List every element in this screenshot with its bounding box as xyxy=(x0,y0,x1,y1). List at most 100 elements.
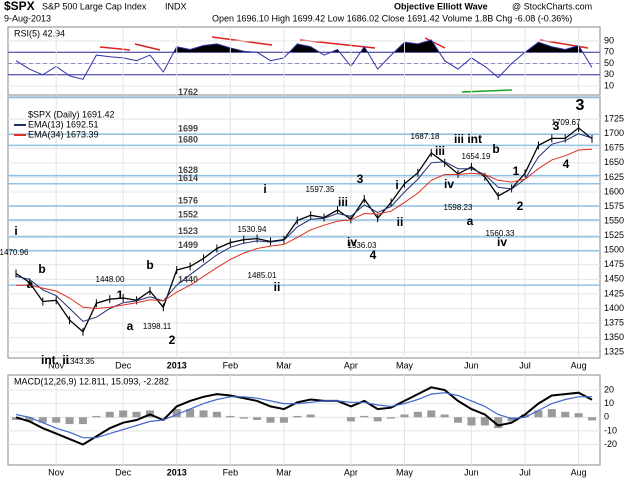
macd-histogram-bar xyxy=(25,417,34,422)
macd-histogram-bar xyxy=(199,410,208,418)
macd-histogram-bar xyxy=(387,417,396,419)
level-label: 1762 xyxy=(178,87,198,97)
price-label: 1654.19 xyxy=(462,152,491,161)
panel-title: RSI(5) 42.94 xyxy=(14,28,65,38)
panel-title: MACD(12,26,9) 12.811, 15.093, -2.282 xyxy=(14,376,169,386)
wave-label: iv xyxy=(497,235,507,249)
x-tick-label: Feb xyxy=(223,360,239,370)
macd-histogram-bar xyxy=(119,410,128,418)
macd-histogram-bar xyxy=(226,415,235,418)
index-name: S&P 500 Large Cap Index xyxy=(42,1,147,11)
macd-histogram-bar xyxy=(212,411,221,418)
price-label: 1536.03 xyxy=(348,241,377,250)
y-tick-label: 1425 xyxy=(604,288,624,298)
y-tick-label: 50 xyxy=(604,58,614,68)
macd-histogram-bar xyxy=(413,411,422,418)
y-tick-label: -10 xyxy=(604,425,617,435)
trendline xyxy=(461,89,513,93)
macd-histogram-bar xyxy=(574,413,583,418)
rsi-panel xyxy=(7,26,601,96)
y-tick-label: 1550 xyxy=(604,215,624,225)
source: Objective Elliott Wave xyxy=(394,1,488,11)
macd-histogram-bar xyxy=(239,417,248,419)
x-tick-label: Dec xyxy=(115,467,132,477)
wave-label: 4 xyxy=(563,157,570,171)
y-tick-label: 1350 xyxy=(604,332,624,342)
y-tick-label: 1700 xyxy=(604,128,624,138)
price-label: 1343.35 xyxy=(66,357,95,366)
y-tick-label: 1400 xyxy=(604,303,624,313)
macd-line xyxy=(15,392,593,439)
y-tick-label: -20 xyxy=(604,439,617,449)
macd-histogram-bar xyxy=(293,415,302,418)
x-tick-label: 2013 xyxy=(167,360,187,370)
macd-histogram-bar xyxy=(521,414,530,418)
price-label: 1448.00 xyxy=(96,275,125,284)
price-label: 1598.23 xyxy=(444,203,473,212)
wave-label: a xyxy=(27,277,34,291)
price-panel xyxy=(7,96,601,359)
ema-line xyxy=(15,133,593,322)
y-tick-label: 70 xyxy=(604,47,614,57)
macd-histogram-bar xyxy=(440,414,449,418)
wave-label: i xyxy=(395,178,398,192)
level-label: 1680 xyxy=(178,135,198,145)
quote: Open 1696.10 High 1699.42 Low 1686.02 Cl… xyxy=(212,13,572,23)
wave-label: i xyxy=(14,224,17,238)
price-label: 1398.11 xyxy=(143,322,172,331)
macd-histogram-bar xyxy=(360,415,369,418)
wave-label: 2 xyxy=(169,333,176,347)
level-label: 1699 xyxy=(178,124,198,134)
wave-label: 4 xyxy=(370,248,377,262)
y-tick-label: 1625 xyxy=(604,172,624,182)
macd-histogram-bar xyxy=(65,417,74,425)
macd-histogram-bar xyxy=(306,414,315,418)
price-line xyxy=(15,127,593,333)
macd-histogram-bar xyxy=(172,409,181,418)
macd-histogram-bar xyxy=(427,410,436,418)
x-tick-label: Jul xyxy=(519,467,531,477)
x-tick-label: Apr xyxy=(344,467,358,477)
wave-label: int. ii xyxy=(41,353,69,367)
macd-histogram-bar xyxy=(480,417,489,426)
x-tick-label: Dec xyxy=(115,360,132,370)
level-label: 1576 xyxy=(178,195,198,205)
x-tick-label: Apr xyxy=(344,360,358,370)
wave-label: 2 xyxy=(517,199,524,213)
panels xyxy=(7,26,601,466)
x-tick-label: Jul xyxy=(519,360,531,370)
x-tick-label: May xyxy=(396,467,414,477)
y-tick-label: 1475 xyxy=(604,259,624,269)
wave-label: a xyxy=(467,214,474,228)
y-tick-label: 1450 xyxy=(604,274,624,284)
level-label: 1614 xyxy=(178,173,198,183)
wave-label: iii int xyxy=(454,132,482,146)
x-tick-label: Mar xyxy=(276,360,292,370)
legend-entry: EMA(13) 1692.51 xyxy=(28,119,99,129)
macd-histogram-bar xyxy=(78,417,87,425)
wave-label: 3 xyxy=(553,119,560,133)
level-label: 1523 xyxy=(178,226,198,236)
macd-histogram-bar xyxy=(11,417,21,420)
price-label: 1470.96 xyxy=(0,248,29,257)
macd-histogram-bar xyxy=(279,417,288,423)
wave-label: iv xyxy=(347,235,357,249)
macd-histogram-bar xyxy=(38,417,47,423)
x-tick-label: Feb xyxy=(223,467,239,477)
macd-histogram-bar xyxy=(266,417,275,423)
macd-line xyxy=(15,386,593,446)
y-tick-label: 20 xyxy=(604,384,614,394)
macd-histogram-bar xyxy=(534,410,543,418)
y-tick-label: 1500 xyxy=(604,245,624,255)
wave-label: iii xyxy=(338,195,348,209)
rsi-line xyxy=(15,39,593,80)
y-tick-label: 0 xyxy=(604,412,609,422)
macd-histogram-bar xyxy=(92,415,101,418)
macd-histogram-bar xyxy=(52,417,61,423)
y-tick-label: 1525 xyxy=(604,230,624,240)
wave-label: b xyxy=(38,262,45,276)
x-tick-label: Nov xyxy=(48,467,65,477)
x-tick-label: Jun xyxy=(464,467,479,477)
level-label: 1440 xyxy=(178,275,198,285)
